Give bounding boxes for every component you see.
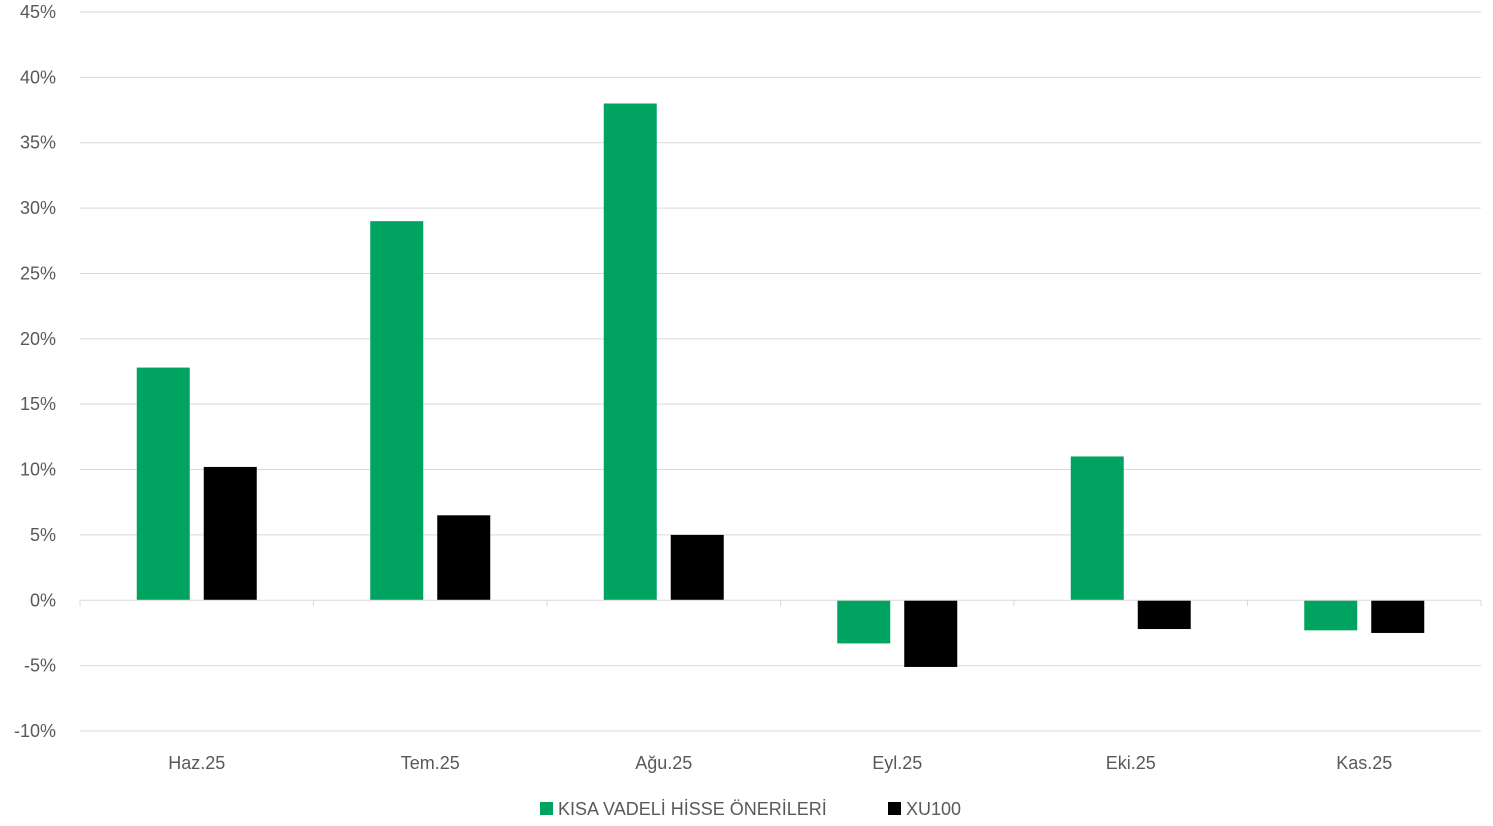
x-axis-labels: Haz.25 Tem.25 Ağu.25 Eyl.25 Eki.25 Kas.25 — [168, 753, 1392, 773]
y-tick-label: 45% — [20, 2, 56, 22]
y-axis-labels: -10% -5% 0% 5% 10% 15% 20% 25% 30% 35% 40% 45% — [14, 2, 56, 741]
x-tick-label: Ağu.25 — [635, 753, 692, 773]
x-tick-label: Eyl.25 — [872, 753, 922, 773]
x-tick-label: Tem.25 — [401, 753, 460, 773]
y-tick-label: 30% — [20, 198, 56, 218]
bar-kisa-vadeli — [136, 367, 190, 601]
bars-layer — [136, 103, 1425, 667]
x-tick-label: Kas.25 — [1336, 753, 1392, 773]
legend-swatch — [888, 802, 901, 815]
legend-label: XU100 — [906, 799, 961, 819]
bar-kisa-vadeli — [370, 221, 424, 601]
y-tick-label: -5% — [24, 656, 56, 676]
y-tick-label: 25% — [20, 263, 56, 283]
y-tick-label: 35% — [20, 133, 56, 153]
y-tick-label: 20% — [20, 329, 56, 349]
y-tick-label: 5% — [30, 525, 56, 545]
y-tick-label: 15% — [20, 394, 56, 414]
bar-kisa-vadeli — [1304, 600, 1358, 631]
bar-xu100 — [437, 515, 491, 601]
legend-swatch — [540, 802, 553, 815]
legend: KISA VADELİ HİSSE ÖNERİLERİ XU100 — [540, 799, 961, 819]
axis-layer — [79, 599, 1482, 607]
bar-kisa-vadeli — [603, 103, 657, 601]
y-tick-label: 40% — [20, 67, 56, 87]
x-tick-label: Eki.25 — [1106, 753, 1156, 773]
bar-xu100 — [1137, 600, 1191, 630]
legend-label: KISA VADELİ HİSSE ÖNERİLERİ — [558, 799, 827, 819]
y-tick-label: -10% — [14, 721, 56, 741]
bar-xu100 — [904, 600, 958, 667]
bar-kisa-vadeli — [1070, 456, 1124, 601]
bar-xu100 — [1371, 600, 1425, 633]
bar-xu100 — [670, 534, 724, 601]
bar-kisa-vadeli — [837, 600, 891, 644]
grid-layer — [80, 11, 1481, 732]
y-tick-label: 0% — [30, 590, 56, 610]
bar-xu100 — [203, 466, 257, 601]
y-tick-label: 10% — [20, 460, 56, 480]
x-tick-label: Haz.25 — [168, 753, 225, 773]
